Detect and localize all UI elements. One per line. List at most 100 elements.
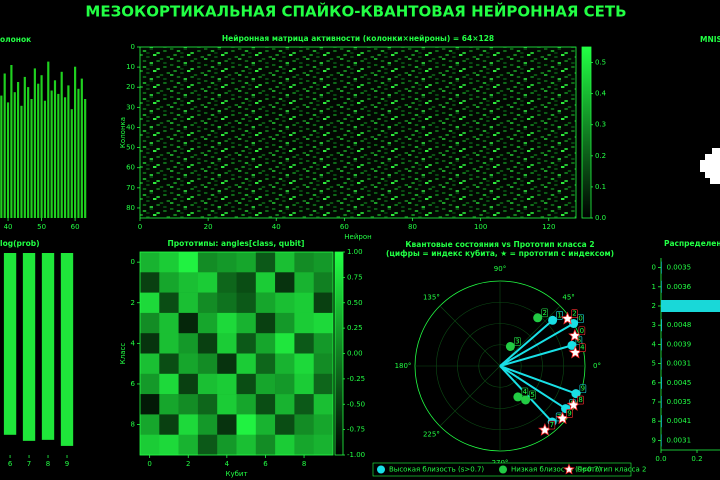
bar: [661, 300, 720, 312]
heatmap-cell: [197, 414, 218, 435]
theta-tick-label: 135°: [423, 293, 440, 301]
heatmap-cell: [178, 434, 199, 456]
qubit-index: 2: [542, 309, 546, 317]
bar: [3, 253, 17, 435]
heatmap-cell: [159, 292, 179, 314]
colorbar-tick-label: 0.2: [595, 152, 606, 160]
x-tick-label: 8: [46, 460, 50, 468]
chart-title: Нейронная матрица активности (колонки×не…: [222, 34, 494, 43]
index-box: [577, 314, 584, 323]
bar: [50, 90, 53, 218]
legend-marker: [563, 463, 575, 475]
heatmap-cell: [140, 272, 160, 293]
heatmap-cell: [178, 394, 199, 415]
y-tick-label: 80: [126, 204, 135, 212]
state-point: [533, 313, 543, 323]
x-tick-label: 0: [138, 223, 142, 231]
heatmap-cell: [294, 292, 314, 314]
heatmap-cell: [197, 312, 218, 334]
heatmap-cell: [275, 414, 295, 435]
value-label: 0.0036: [667, 283, 692, 291]
bar: [37, 83, 40, 218]
bar: [661, 415, 662, 428]
bar: [27, 87, 30, 218]
y-tick-label: 6: [131, 380, 136, 388]
y-tick-label: 6: [652, 379, 657, 387]
heatmap-cell: [294, 394, 314, 415]
bar: [33, 68, 36, 219]
bar: [661, 396, 662, 408]
chart-subtitle: (цифры = индекс кубита, ★ = прототип с и…: [386, 249, 614, 258]
bar: [41, 253, 55, 440]
heatmap-cell: [255, 373, 276, 395]
index-box: [571, 309, 578, 319]
colorbar-tick-label: 0.25: [347, 324, 363, 332]
y-tick-label: 0: [131, 43, 135, 51]
index-box: [556, 310, 563, 320]
heatmap-cell: [294, 373, 314, 395]
qubit-index: 5: [530, 391, 534, 399]
heatmap-cell: [140, 312, 160, 334]
heatmap-cell: [159, 353, 179, 375]
heatmap-cell: [159, 414, 179, 435]
bar: [661, 338, 662, 351]
x-axis-label: Нейрон: [344, 233, 371, 241]
value-label: 0.0045: [667, 379, 692, 387]
heatmap-cell: [197, 292, 218, 314]
heatmap-cell: [197, 394, 218, 415]
bar: [74, 66, 77, 218]
qubit-index: 0: [580, 327, 584, 335]
heatmap-cell: [236, 272, 257, 293]
x-tick-label: 80: [408, 223, 417, 231]
heatmap-cell: [178, 272, 199, 293]
heatmap-cell: [159, 373, 179, 395]
state-vector: [499, 365, 567, 410]
heatmap-cell: [313, 312, 334, 334]
x-tick-label: 40: [4, 223, 13, 231]
heatmap-cell: [217, 252, 237, 273]
theta-tick-label: 90°: [494, 265, 506, 273]
index-box: [521, 387, 529, 397]
y-tick-label: 5: [652, 360, 656, 368]
y-tick-label: 4: [131, 339, 136, 347]
chart-title: Прототипы: angles[class, qubit]: [168, 239, 305, 248]
colorbar-tick-label: -0.75: [347, 426, 365, 434]
y-axis-label: Колонка: [119, 117, 127, 148]
heatmap-cell: [313, 434, 334, 456]
state-vector: [499, 319, 554, 367]
heatmap-cell: [294, 312, 314, 334]
index-box: [578, 326, 586, 336]
bar: [3, 73, 6, 218]
heatmap-cell: [236, 252, 257, 273]
heatmap-cell: [178, 252, 199, 273]
colorbar-tick-label: 0.50: [347, 299, 363, 307]
heatmap-cell: [217, 292, 237, 314]
heatmap-cell: [140, 333, 160, 354]
y-tick-label: 40: [126, 123, 135, 131]
qubit-index: 6: [577, 336, 582, 344]
state-vector: [499, 322, 575, 367]
y-tick-label: 20: [126, 83, 135, 91]
heatmap-cell: [178, 312, 199, 334]
heatmap-cell: [255, 333, 276, 354]
heatmap-cell: [255, 292, 276, 314]
heatmap-cell: [275, 434, 295, 456]
y-tick-label: 10: [126, 63, 135, 71]
heatmap-cell: [140, 353, 160, 375]
heatmap-cell: [313, 373, 334, 395]
heatmap-cell: [275, 394, 295, 415]
heatmap-cell: [140, 394, 160, 415]
heatmap-cell: [178, 333, 199, 354]
index-box: [514, 337, 521, 346]
colorbar-tick-label: 0.0: [595, 214, 606, 222]
x-tick-label: 6: [8, 460, 13, 468]
heatmap-cell: [275, 252, 295, 273]
legend-label: Прототип класса 2: [577, 466, 646, 474]
bar: [40, 75, 43, 218]
qubit-index: 7: [550, 421, 554, 429]
heatmap-cell: [159, 434, 179, 456]
state-vector: [499, 344, 573, 367]
heatmap-cell: [255, 394, 276, 415]
colorbar-tick-label: 0.75: [347, 273, 363, 281]
y-axis-label: Класс: [119, 343, 127, 365]
